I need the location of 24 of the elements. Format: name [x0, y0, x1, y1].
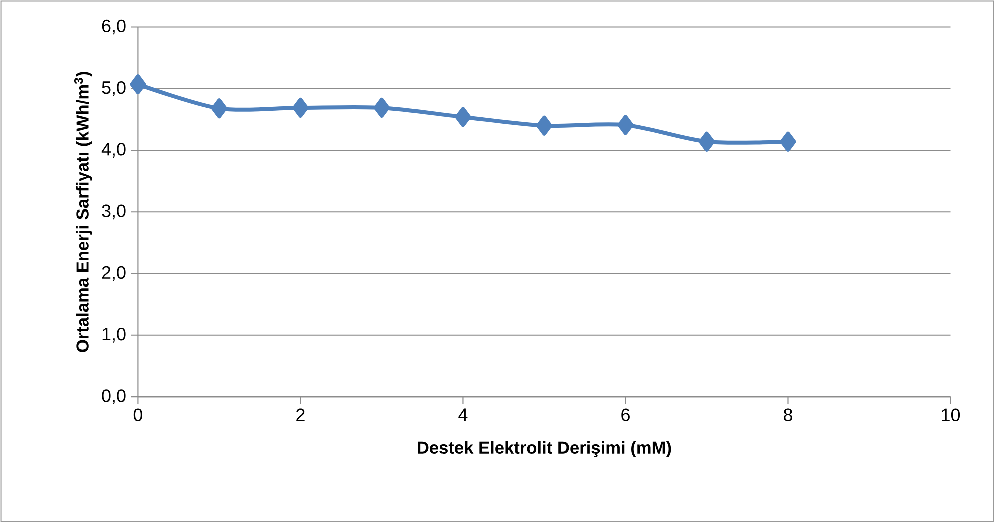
point — [698, 132, 715, 152]
point — [374, 98, 390, 118]
y-tick-label: 4,0 — [102, 142, 126, 158]
x-tick-label: 8 — [784, 408, 792, 422]
y-tick-label: 6,0 — [102, 20, 126, 35]
x-tick-label: 2 — [296, 408, 305, 422]
y-tick-label: 5,0 — [102, 81, 126, 96]
x-tick-label: 6 — [622, 408, 630, 422]
y-tick-label: 1,0 — [102, 328, 126, 343]
point — [130, 74, 146, 94]
point — [292, 98, 309, 118]
point — [455, 107, 472, 128]
y-tick-label: 3,0 — [102, 204, 126, 220]
x-axis-title: Destek Elektrolit Derişimi (mM) — [418, 441, 672, 458]
point — [780, 132, 796, 152]
y-tick-label: 2,0 — [102, 266, 126, 282]
x-tick-label: 4 — [458, 408, 468, 422]
y-tick-label: 0,0 — [102, 389, 126, 404]
point — [211, 98, 228, 118]
x-tick-label: 10 — [942, 408, 960, 422]
y-axis-title: Ortalama Enerji Sarfiyatı (kWh/m$^{3}$) — [74, 72, 92, 352]
point — [536, 116, 552, 136]
point — [618, 115, 634, 136]
x-tick-label: 0 — [134, 408, 142, 422]
